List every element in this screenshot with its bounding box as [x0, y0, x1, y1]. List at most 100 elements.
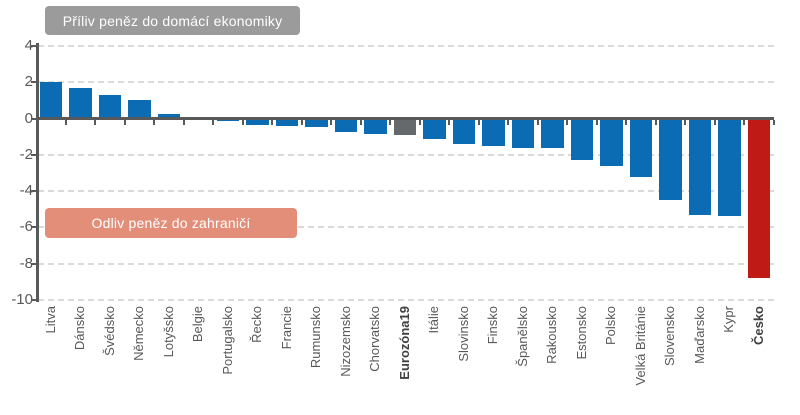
inflow-annotation-box: Příliv peněz do domácí ekonomiky — [45, 6, 300, 35]
y-axis-tick-label: -8 — [19, 254, 33, 272]
bar — [39, 82, 63, 119]
y-axis-tick — [31, 117, 36, 120]
bar — [688, 118, 712, 215]
bar — [246, 118, 269, 125]
bar — [511, 118, 535, 148]
zero-baseline — [36, 117, 774, 120]
category-label: Francie — [278, 306, 294, 350]
bar — [629, 118, 653, 177]
x-axis-tick — [389, 120, 392, 125]
category-label: Rumunsko — [308, 306, 324, 369]
bar — [305, 118, 328, 127]
bar — [452, 118, 476, 144]
category-label: Slovensko — [662, 306, 678, 366]
x-axis-tick — [477, 120, 480, 125]
category-label: Nizozemsko — [337, 306, 353, 377]
category-label: Itálie — [426, 306, 442, 334]
x-axis-tick — [330, 120, 333, 125]
category-label: Finsko — [485, 306, 501, 345]
gridline — [38, 298, 774, 301]
y-axis-tick — [31, 298, 36, 301]
category-label: Lotyšsko — [160, 306, 176, 358]
x-axis-tick — [123, 120, 126, 125]
x-axis-tick — [684, 120, 687, 125]
gridline — [38, 190, 774, 193]
gridline — [38, 45, 774, 47]
category-label: Belgie — [190, 306, 206, 343]
x-axis-tick — [64, 120, 67, 125]
x-axis-tick — [153, 120, 156, 125]
gridline — [38, 262, 774, 265]
category-label: Portugalsko — [219, 306, 235, 375]
y-axis-tick — [31, 262, 36, 265]
y-axis-tick-label: -4 — [19, 182, 33, 200]
bar — [98, 94, 122, 119]
bar — [600, 118, 623, 166]
x-axis-tick — [507, 120, 510, 125]
bar — [718, 118, 741, 216]
x-axis-tick — [300, 120, 303, 125]
x-axis-tick — [418, 120, 421, 125]
category-label: Česko — [750, 306, 766, 346]
inflow-annotation-label: Příliv peněz do domácí ekonomiky — [62, 12, 283, 29]
y-axis-tick-label: 0 — [24, 109, 33, 127]
x-axis-tick — [743, 120, 746, 125]
x-axis-tick — [212, 120, 215, 125]
category-label: Chorvatsko — [367, 306, 383, 372]
category-label: Španělsko — [514, 306, 530, 367]
bar — [334, 118, 358, 133]
bar — [393, 118, 417, 135]
y-axis-tick — [31, 81, 36, 84]
x-axis-tick — [595, 120, 598, 125]
x-axis-tick — [241, 120, 244, 125]
bar — [541, 118, 564, 149]
y-axis-tick — [31, 45, 36, 47]
bar — [423, 118, 446, 140]
category-label: Maďarsko — [691, 306, 707, 364]
category-label: Rakousko — [544, 306, 560, 364]
bar — [570, 118, 594, 161]
category-label: Kypr — [721, 306, 737, 333]
bar — [69, 87, 92, 119]
y-axis-tick — [31, 226, 36, 229]
x-axis-tick — [772, 120, 775, 125]
x-axis-tick — [536, 120, 539, 125]
bar — [747, 118, 771, 279]
gridline — [38, 81, 774, 84]
y-axis-tick — [31, 153, 36, 156]
y-axis-tick — [31, 190, 36, 193]
category-label: Švédsko — [101, 306, 117, 356]
x-axis-tick — [448, 120, 451, 125]
y-axis-tick-label: -2 — [19, 145, 33, 163]
y-axis-tick-label: 4 — [24, 37, 33, 54]
category-label: Estonsko — [573, 306, 589, 360]
bar — [482, 118, 505, 146]
bar — [128, 99, 151, 119]
bar — [659, 118, 682, 201]
x-axis-tick — [271, 120, 274, 125]
category-label: Slovinsko — [455, 306, 471, 362]
y-axis-tick-label: -10 — [11, 290, 33, 308]
category-label: Litva — [42, 306, 58, 334]
x-axis-tick — [94, 120, 97, 125]
gridline — [38, 226, 774, 229]
category-label: Německo — [131, 306, 147, 361]
category-label: Velká Británie — [632, 306, 648, 386]
gridline — [38, 153, 774, 156]
category-label: Dánsko — [72, 306, 88, 351]
category-label: Řecko — [249, 306, 265, 343]
category-label: Polsko — [603, 306, 619, 346]
category-label: Eurozóna19 — [396, 306, 412, 380]
bar — [157, 114, 181, 119]
y-axis-tick-label: -6 — [19, 218, 33, 236]
outflow-annotation-box: Odliv peněz do zahraničí — [45, 208, 297, 238]
y-axis-line — [36, 43, 39, 302]
bar — [275, 118, 299, 126]
x-axis-tick — [713, 120, 716, 125]
x-axis-tick — [182, 120, 185, 125]
outflow-annotation-label: Odliv peněz do zahraničí — [91, 215, 251, 231]
x-axis-tick — [654, 120, 657, 125]
y-axis-tick-label: 2 — [24, 73, 33, 91]
